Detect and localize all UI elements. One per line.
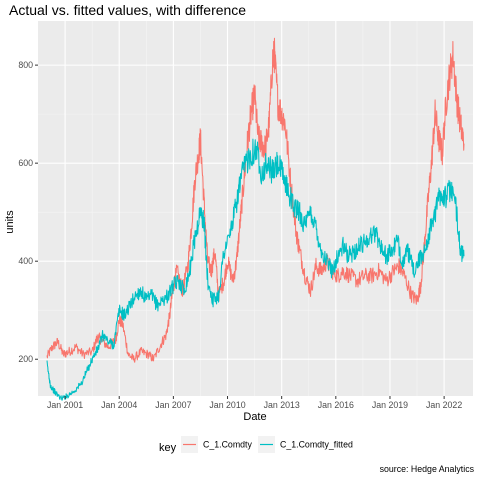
legend-label-actual: C_1.Comdty — [203, 440, 252, 450]
series-line-fitted — [46, 138, 465, 401]
x-tick-label: Jan 2004 — [101, 400, 137, 410]
plot-panel — [38, 21, 473, 396]
x-axis-title: Date — [243, 411, 266, 423]
y-axis: 200 400 600 800 — [18, 60, 38, 364]
y-axis-title: units — [4, 210, 16, 234]
x-tick-label: Jan 2010 — [209, 400, 245, 410]
legend-entry-actual: C_1.Comdty — [181, 436, 252, 453]
y-tick-label: 400 — [18, 256, 33, 266]
series-layer — [46, 37, 465, 401]
x-tick-label: Jan 2022 — [426, 400, 462, 410]
x-tick-label: Jan 2013 — [264, 400, 300, 410]
caption: source: Hedge Analytics — [380, 464, 475, 474]
x-tick-label: Jan 2019 — [372, 400, 408, 410]
legend: key C_1.Comdty C_1.Comdty_fitted — [159, 436, 353, 454]
legend-title: key — [159, 442, 177, 454]
x-tick-label: Jan 2016 — [318, 400, 354, 410]
x-tick-label: Jan 2001 — [47, 400, 83, 410]
legend-entry-fitted: C_1.Comdty_fitted — [258, 436, 353, 453]
y-tick-label: 200 — [18, 354, 33, 364]
y-tick-label: 600 — [18, 158, 33, 168]
series-line-actual — [46, 37, 465, 363]
legend-label-fitted: C_1.Comdty_fitted — [280, 440, 353, 450]
x-axis: Jan 2001 Jan 2004 Jan 2007 Jan 2010 Jan 2013… — [47, 396, 462, 410]
x-tick-label: Jan 2007 — [155, 400, 191, 410]
y-tick-label: 800 — [18, 60, 33, 70]
chart-title: Actual vs. fitted values, with differenc… — [9, 2, 246, 18]
